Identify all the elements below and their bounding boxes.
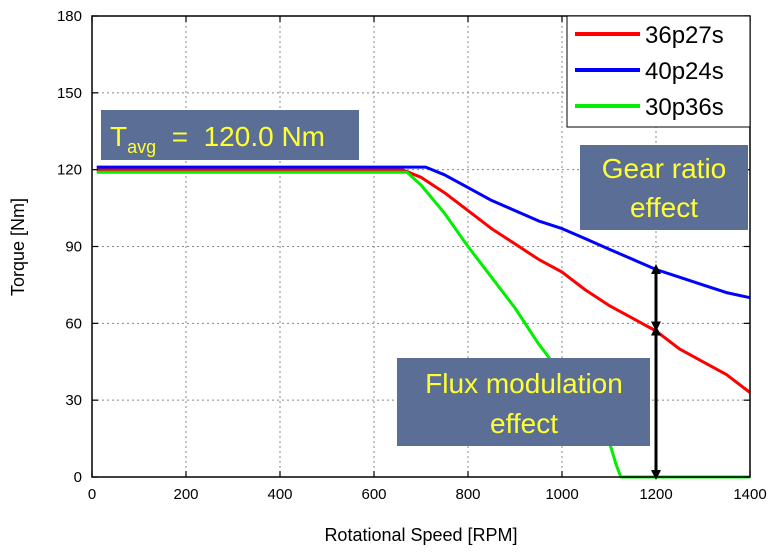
gear-ratio-annotation: Gear ratio effect [580,145,748,230]
x-tick-label: 800 [455,486,480,503]
series-line-40p24s [96,165,751,300]
tavg-annotation: Tavg = 120.0 Nm [101,110,359,160]
tavg-text: Tavg = 120.0 Nm [110,121,325,157]
series-line-30p36s [96,170,750,479]
x-tick-label: 0 [88,486,96,503]
y-tick-label: 0 [74,469,82,486]
tick-labels: 0 200 400 600 800 1000 1200 1400 0 30 60 90 120 150 18… [57,8,767,503]
x-tick-label: 400 [267,486,292,503]
x-tick-label: 200 [173,486,198,503]
y-tick-label: 90 [65,239,82,256]
flux-modulation-line-1: Flux modulation [425,368,623,399]
y-axis-label: Torque [Nm] [8,198,28,296]
x-axis-label: Rotational Speed [RPM] [324,525,517,545]
y-tick-label: 180 [57,8,82,25]
y-tick-label: 150 [57,85,82,102]
flux-modulation-box [397,358,650,446]
legend-label-30p36s: 30p36s [645,94,724,121]
tavg-box [101,110,359,160]
series-line-36p27s [96,168,751,394]
y-tick-label: 60 [65,315,82,332]
gear-ratio-line-2: effect [630,192,698,223]
y-tick-label: 120 [57,162,82,179]
series-lines [96,165,751,479]
gear-ratio-line-1: Gear ratio [602,153,727,184]
legend: 36p27s 40p24s 30p36s [566,15,751,128]
x-tick-label: 1200 [639,486,672,503]
x-tick-label: 600 [361,486,386,503]
flux-modulation-annotation: Flux modulation effect [397,358,650,446]
y-tick-label: 30 [65,392,82,409]
x-tick-label: 1000 [545,486,578,503]
flux-modulation-line-2: effect [490,408,558,439]
x-tick-label: 1400 [733,486,766,503]
legend-label-36p27s: 36p27s [645,22,724,49]
legend-label-40p24s: 40p24s [645,58,724,85]
gear-ratio-box [580,145,748,230]
